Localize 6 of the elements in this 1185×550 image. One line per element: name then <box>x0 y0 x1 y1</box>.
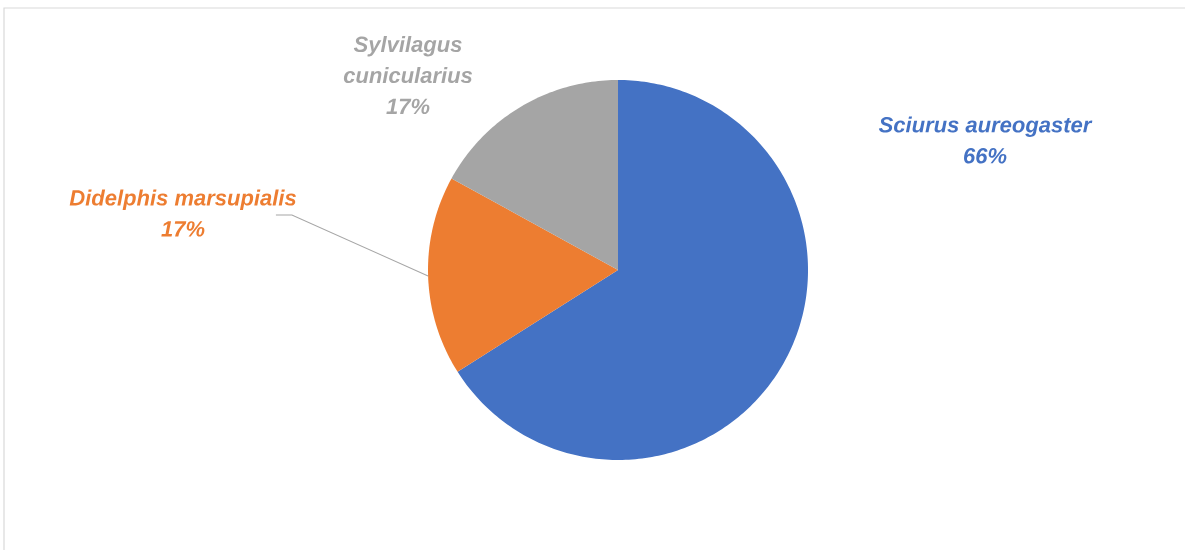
slice-label: Didelphis marsupialis <box>69 189 296 210</box>
slice-label: Sylvilagus cunicularius <box>343 35 473 84</box>
slice-label: Sciurus aureogaster <box>878 116 1093 137</box>
data-label: 17% <box>161 221 205 237</box>
data-label: 66% <box>964 147 1007 164</box>
data-label: 17% <box>386 98 430 115</box>
